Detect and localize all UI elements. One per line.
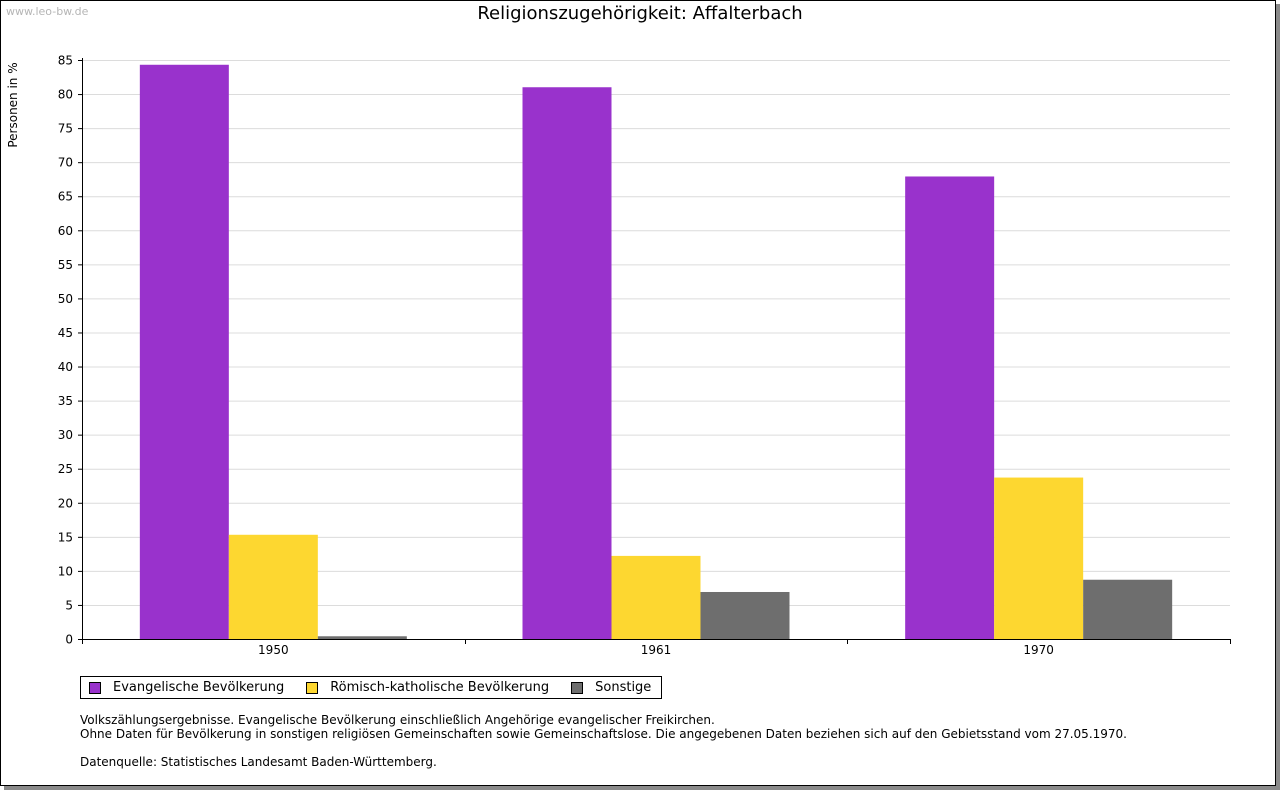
bar (994, 477, 1084, 639)
y-tick-label: 5 (65, 598, 73, 612)
y-tick-label: 55 (58, 258, 73, 272)
y-tick-label: 80 (58, 88, 73, 102)
bar (139, 64, 229, 639)
bar (228, 534, 318, 639)
legend-item-evangelisch: Evangelische Bevölkerung (89, 680, 284, 695)
y-tick-label: 45 (58, 326, 73, 340)
watermark: www.leo-bw.de (6, 5, 89, 18)
y-tick-label: 10 (58, 564, 73, 578)
y-tick-label: 85 (58, 54, 73, 68)
legend-item-katholisch: Römisch-katholische Bevölkerung (306, 680, 549, 695)
y-tick-label: 60 (58, 224, 73, 238)
legend: Evangelische Bevölkerung Römisch-katholi… (80, 676, 663, 699)
bar (317, 636, 407, 639)
x-tick-label: 1950 (258, 643, 289, 657)
y-tick-label: 30 (58, 428, 73, 442)
chart-title: Religionszugehörigkeit: Affalterbach (477, 3, 803, 24)
bar (1083, 579, 1173, 639)
y-tick-label: 15 (58, 530, 73, 544)
legend-label: Römisch-katholische Bevölkerung (330, 680, 550, 695)
y-tick-label: 35 (58, 394, 73, 408)
data-source: Datenquelle: Statistisches Landesamt Bad… (80, 755, 437, 769)
y-tick-label: 40 (58, 360, 73, 374)
bar (700, 591, 790, 639)
note-line: Volkszählungsergebnisse. Evangelische Be… (80, 713, 715, 727)
y-tick-label: 70 (58, 156, 73, 170)
bar (522, 87, 612, 639)
bar (611, 555, 701, 639)
y-tick-label: 0 (65, 633, 73, 647)
y-tick-label: 25 (58, 462, 73, 476)
legend-swatch (306, 681, 319, 694)
note-line: Ohne Daten für Bevölkerung in sonstigen … (80, 727, 1127, 741)
x-tick-label: 1970 (1023, 643, 1054, 657)
legend-item-sonstige: Sonstige (571, 680, 651, 695)
legend-swatch (89, 681, 101, 694)
bar (905, 176, 995, 639)
y-tick-label: 65 (58, 190, 73, 204)
legend-label: Evangelische Bevölkerung (113, 680, 285, 695)
legend-label: Sonstige (595, 680, 652, 695)
chart-notes: Volkszählungsergebnisse. Evangelische Be… (80, 713, 1127, 769)
x-tick-label: 1961 (641, 643, 672, 657)
y-tick-label: 75 (58, 122, 73, 136)
y-tick-label: 50 (58, 292, 73, 306)
y-tick-label: 20 (58, 496, 73, 510)
legend-swatch (571, 681, 584, 694)
